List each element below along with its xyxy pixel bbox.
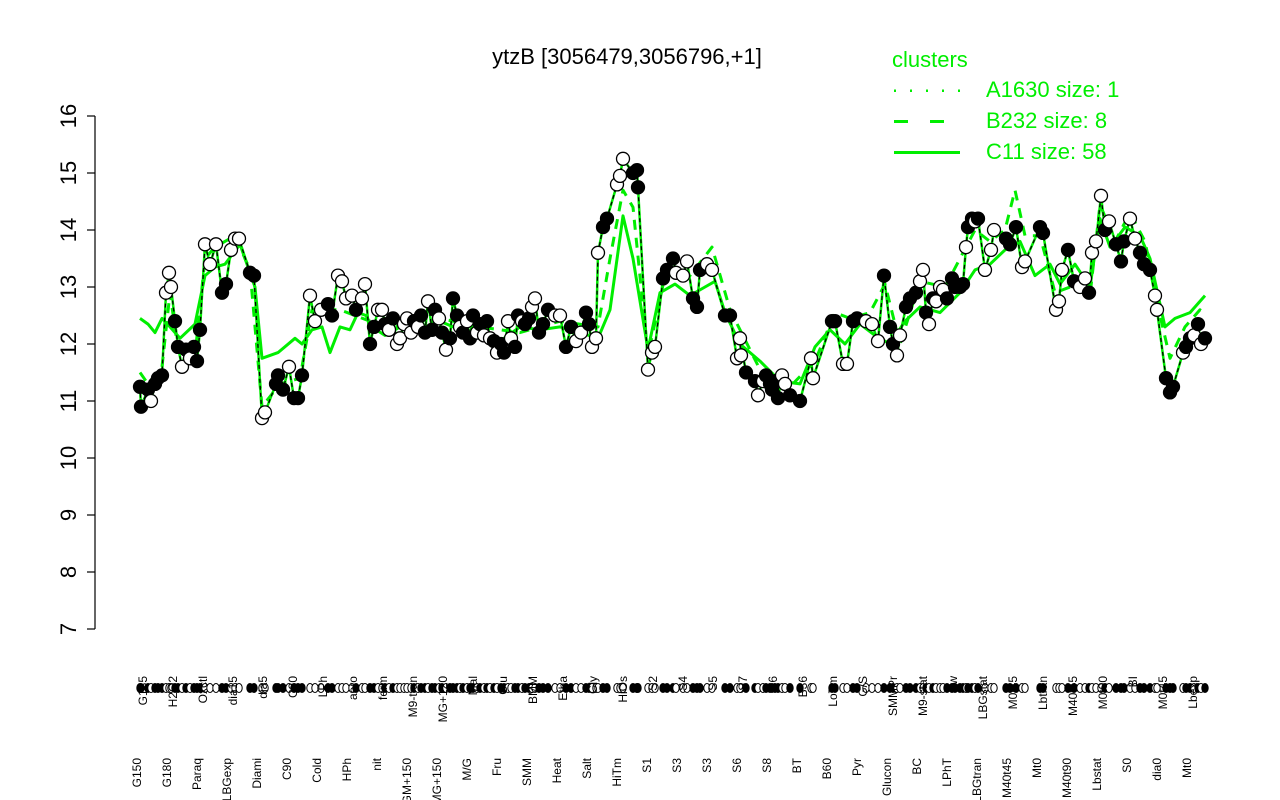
svg-text:M40t45: M40t45: [1066, 676, 1080, 716]
svg-text:LPh: LPh: [316, 676, 330, 697]
svg-text:M40t45: M40t45: [1000, 758, 1014, 798]
svg-text:MG+120: MG+120: [436, 676, 450, 723]
dotted-line-icon: [894, 89, 960, 92]
svg-text:G135: G135: [136, 676, 150, 706]
svg-text:7: 7: [56, 623, 81, 635]
svg-text:11: 11: [56, 390, 81, 413]
svg-text:LBGexp: LBGexp: [220, 758, 234, 800]
svg-text:9: 9: [56, 509, 81, 521]
svg-text:HiTm: HiTm: [610, 758, 624, 787]
svg-text:Lbexp: Lbexp: [1186, 676, 1200, 709]
solid-line-icon: [894, 150, 960, 154]
svg-text:13: 13: [56, 275, 81, 299]
svg-text:M0t45: M0t45: [1006, 676, 1020, 710]
y-axis: 7 8 9 10 11 12 13 14 15 16: [56, 104, 96, 635]
svg-text:SMMPr: SMMPr: [886, 676, 900, 716]
svg-text:SMM: SMM: [520, 758, 534, 786]
svg-text:BT: BT: [790, 757, 804, 773]
svg-text:dia0: dia0: [1150, 758, 1164, 781]
svg-text:Heat: Heat: [550, 757, 564, 783]
svg-text:S7: S7: [736, 676, 750, 691]
svg-text:10: 10: [56, 446, 81, 470]
data-points: [132, 151, 1213, 426]
svg-text:S0: S0: [1120, 758, 1134, 773]
svg-text:S2: S2: [646, 676, 660, 691]
svg-text:B60: B60: [820, 758, 834, 780]
svg-text:G150: G150: [130, 758, 144, 788]
svg-text:M9-tran: M9-tran: [406, 676, 420, 717]
x-axis-rug: [136, 683, 1209, 693]
svg-text:S3: S3: [670, 758, 684, 773]
svg-text:8: 8: [56, 566, 81, 578]
svg-text:M40t90: M40t90: [1060, 758, 1074, 798]
svg-text:LoTm: LoTm: [826, 676, 840, 707]
svg-text:G/S: G/S: [856, 676, 870, 697]
svg-text:S4: S4: [676, 676, 690, 691]
svg-text:Etha: Etha: [556, 676, 570, 701]
svg-text:GM+150: GM+150: [400, 758, 414, 800]
svg-text:G180: G180: [160, 758, 174, 788]
legend-title: clusters: [892, 47, 968, 72]
svg-text:C90: C90: [280, 758, 294, 780]
svg-text:dia15: dia15: [226, 676, 240, 706]
legend-label: A1630 size: 1: [986, 76, 1120, 102]
legend-label: B232 size: 8: [986, 107, 1108, 133]
svg-text:Diami: Diami: [250, 758, 264, 789]
svg-text:H2O2: H2O2: [166, 676, 180, 708]
svg-text:Mal: Mal: [466, 676, 480, 695]
svg-text:12: 12: [56, 332, 81, 356]
svg-text:Glucon: Glucon: [880, 758, 894, 796]
svg-text:Oxctl: Oxctl: [196, 676, 210, 703]
svg-text:S8: S8: [760, 758, 774, 773]
svg-text:HPh: HPh: [340, 758, 354, 781]
x-tick-labels: G135 H2O2 Oxctl dia15 dia5 C30 LPh aero ferm M9-t…: [130, 675, 1200, 800]
svg-text:dia5: dia5: [256, 676, 270, 699]
svg-text:BC: BC: [910, 758, 924, 775]
legend: clusters A1630 size: 1 B232 size: 8 C11 …: [892, 46, 1119, 167]
svg-text:M/G: M/G: [460, 758, 474, 781]
legend-label: C11 size: 58: [986, 138, 1107, 164]
svg-text:S6: S6: [730, 758, 744, 773]
svg-text:M9-stat: M9-stat: [916, 675, 930, 716]
svg-text:16: 16: [56, 104, 81, 128]
dashed-line-icon: [894, 119, 960, 123]
svg-text:BMM: BMM: [526, 676, 540, 704]
svg-text:Mt0: Mt0: [1180, 758, 1194, 778]
svg-text:M0t90: M0t90: [1096, 676, 1110, 710]
svg-text:S6: S6: [766, 676, 780, 691]
svg-text:LPhT: LPhT: [940, 757, 954, 786]
svg-text:Glu: Glu: [496, 676, 510, 695]
legend-item-a1630: A1630 size: 1: [892, 74, 1119, 105]
svg-text:Salt: Salt: [580, 757, 594, 778]
svg-text:LBGstat: LBGstat: [976, 675, 990, 719]
svg-text:Lbtran: Lbtran: [1036, 676, 1050, 710]
svg-text:nit: nit: [370, 757, 384, 770]
svg-text:Mt0: Mt0: [1030, 758, 1044, 778]
legend-item-b232: B232 size: 8: [892, 105, 1119, 136]
svg-text:aero: aero: [346, 676, 360, 700]
svg-text:BI: BI: [1126, 676, 1140, 687]
svg-text:Sw: Sw: [946, 676, 960, 693]
svg-text:14: 14: [56, 218, 81, 242]
svg-text:Paraq: Paraq: [190, 758, 204, 790]
svg-text:Cold: Cold: [310, 758, 324, 783]
svg-text:Fru: Fru: [490, 758, 504, 776]
svg-text:S3: S3: [700, 758, 714, 773]
legend-item-c11: C11 size: 58: [892, 136, 1119, 167]
svg-text:B36: B36: [796, 676, 810, 698]
svg-text:S1: S1: [640, 758, 654, 773]
svg-text:MG+150: MG+150: [430, 758, 444, 800]
svg-text:15: 15: [56, 161, 81, 185]
svg-text:Pyr: Pyr: [850, 758, 864, 776]
svg-text:S5: S5: [706, 676, 720, 691]
svg-text:ferm: ferm: [376, 676, 390, 700]
chart-title: ytzB [3056479,3056796,+1]: [492, 44, 762, 69]
svg-text:Gly: Gly: [586, 676, 600, 694]
svg-text:M0t45: M0t45: [1156, 676, 1170, 710]
svg-text:LBGtran: LBGtran: [970, 758, 984, 800]
svg-text:HiOs: HiOs: [616, 676, 630, 703]
svg-text:Lbstat: Lbstat: [1090, 757, 1104, 790]
svg-text:C30: C30: [286, 676, 300, 698]
